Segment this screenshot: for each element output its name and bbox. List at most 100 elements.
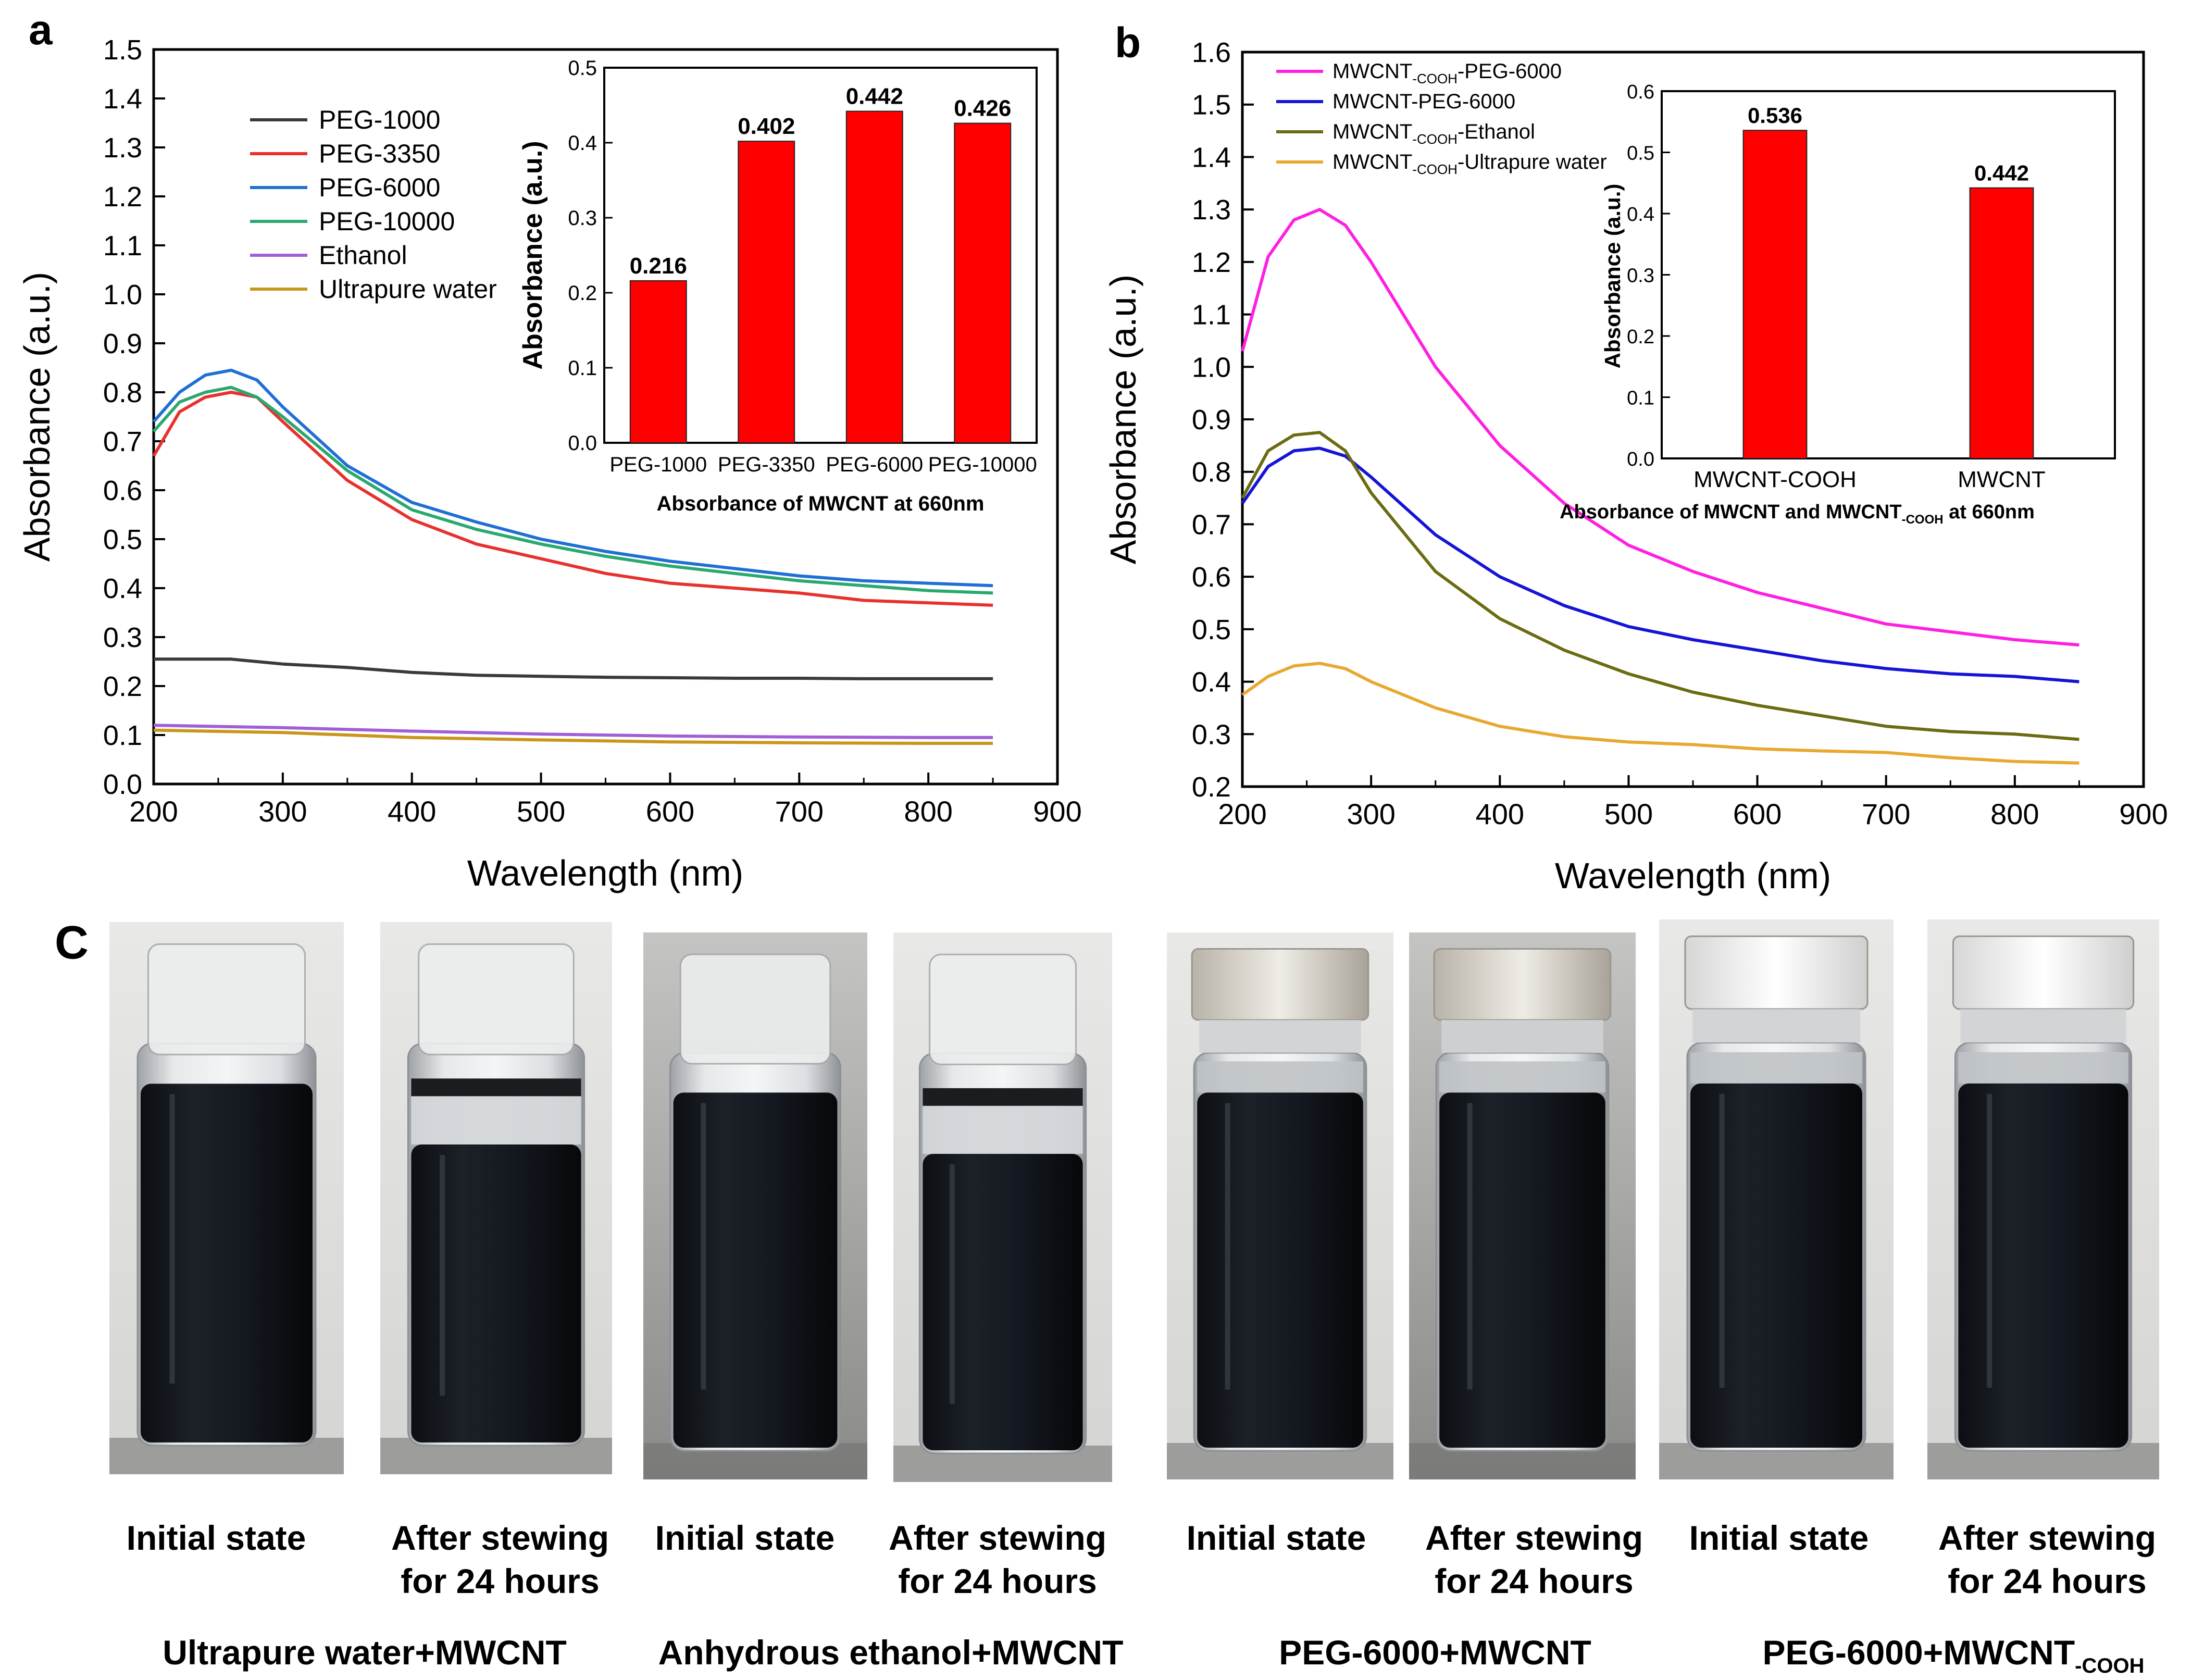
panel-b-inset-y-tick-label: 0.1 [1627,388,1654,409]
group-label: Anhydrous ethanol+MWCNT [658,1633,1124,1672]
vial-liquid [1197,1092,1363,1448]
legend-entry: PEG-10000 [319,207,455,236]
panel-a-y-tick-label: 0.2 [103,671,142,702]
panel-b-series-line [1241,208,2079,647]
panel-b-inset-y-tick-label: 0.3 [1627,265,1654,287]
vial-meniscus [923,1088,1083,1106]
vial-highlight [1225,1103,1230,1390]
panel-b-series-line [1241,662,2079,765]
vial-caption-line-1: After stewing [1938,1519,2156,1557]
panel-b-x-axis-label: Wavelength (nm) [1555,855,1831,896]
panel-a-inset-y-tick-label: 0.1 [568,357,597,380]
panel-b-inset-y-tick-label: 0.6 [1627,81,1654,103]
vial-photo [1659,919,1894,1479]
panel-a-x-tick-label: 400 [388,795,436,828]
vial-highlight [440,1154,445,1396]
group-label-text: Ultrapure water+MWCNT [163,1633,567,1672]
panel-a-y-tick-label: 0.5 [103,524,142,555]
legend-entry-name: MWCNT-PEG-6000 [1332,90,1515,113]
vial-clear-supernatant [923,1105,1083,1154]
panel-b-series [1241,208,2079,765]
panel-a-inset-category-label: PEG-3350 [718,453,815,476]
panel-a-series-line [152,391,993,607]
panel-c-group-labels: Ultrapure water+MWCNT Anhydrous ethanol+M… [163,1633,2144,1677]
panel-a-y-tick-label: 0.0 [103,769,142,800]
vial-liquid [1690,1083,1862,1448]
panel-a-x-tick-label: 500 [517,795,565,828]
panel-a-inset-category-label: PEG-6000 [826,453,923,476]
panel-b-y-tick-label: 0.3 [1192,719,1231,750]
panel-c-label: C [55,917,89,969]
panel-a-series-line [152,385,993,595]
vial-neck [1441,1020,1603,1053]
panel-b-y-tick-label: 0.2 [1192,771,1231,803]
panel-a-inset-value-label: 0.426 [954,96,1011,121]
vial-caption-line-1: After stewing [889,1519,1106,1557]
vial-liquid [1958,1083,2128,1448]
group-label-text: PEG-6000+MWCNT [1763,1633,2075,1672]
vial-highlight [169,1094,175,1384]
vial-headspace [1958,1052,2128,1084]
vial-caption-line-1: Initial state [655,1519,835,1557]
legend-entry-name: MWCNT [1332,120,1412,143]
vial-neck [1199,1020,1361,1053]
panel-a-series-line [152,368,993,588]
panel-b-inset-value-label: 0.536 [1748,103,1802,128]
panel-b-y-tick-label: 0.4 [1192,667,1231,698]
group-label: Ultrapure water+MWCNT [163,1633,567,1672]
vial-neck [418,943,575,1055]
panel-b-inset-x-label: Absorbance of MWCNT and MWCNT-COOH at 66… [1560,501,2035,527]
panel-b-y-tick-label: 0.8 [1192,457,1231,488]
panel-a-inset-y-tick-label: 0.5 [568,57,597,80]
panel-b-inset: 0.0 0.1 0.2 0.3 0.4 0.5 0.6 MWCNT-COOH MWCNT 0.5… [1560,81,2116,527]
legend-entry-subscript: -COOH [1412,131,1458,147]
legend-entry-suffix: -PEG-6000 [1458,60,1562,83]
panel-b-x-ticks: 200 300 400 500 600 700 800 900 [1218,775,2168,830]
panel-a-series-line [153,728,993,745]
legend-entry-suffix: -Ethanol [1458,120,1535,143]
panel-a-x-tick-label: 200 [129,795,178,828]
vial-photo [109,922,344,1474]
panel-a-x-tick-label: 600 [646,795,694,828]
panel-a-series-line [154,657,993,680]
group-label-subscript: -COOH [2075,1654,2144,1677]
panel-a-inset-x-label: Absorbance of MWCNT at 660nm [657,492,985,515]
panel-b-y-tick-label: 1.0 [1192,352,1231,383]
legend-entry: MWCNT-COOH-Ethanol [1332,120,1535,147]
panel-a-y-tick-label: 0.4 [103,573,142,604]
panel-a-inset-value-label: 0.402 [738,114,795,139]
legend-entry: PEG-1000 [319,105,440,134]
panel-b-inset-y-tick-label: 0.5 [1627,143,1654,165]
panel-b-y-axis-label: Absorbance (a.u.) [1103,275,1143,564]
panel-b-legend: MWCNT-COOH-PEG-6000MWCNT-PEG-6000MWCNT-C… [1276,60,1607,177]
legend-entry: MWCNT-COOH-Ultrapure water [1332,151,1607,177]
vial-caption-line-1: Initial state [1689,1519,1869,1557]
vial-photo [380,922,612,1474]
vial-caption-line-1: Initial state [127,1519,306,1557]
panel-a-inset-y-tick-label: 0.3 [568,207,597,230]
vial-highlight [1719,1093,1725,1388]
panel-a-y-tick-label: 0.6 [103,475,142,506]
panel-b-x-tick-label: 500 [1604,798,1653,830]
panel-b-inset-category-label: MWCNT [1958,467,2046,492]
panel-b-y-tick-label: 1.3 [1192,194,1231,226]
vial-neck [1692,1009,1860,1043]
panel-a-inset-bar [629,280,687,444]
vial-highlight [949,1164,955,1404]
vial-highlight [1987,1093,1992,1388]
vial-caption-line-2: for 24 hours [401,1562,599,1600]
vial-headspace [1439,1061,1605,1093]
vial-headspace [1690,1052,1862,1084]
panel-a-y-tick-label: 1.0 [103,279,142,310]
panel-a-x-ticks: 200 300 400 500 600 700 800 900 [129,773,1082,828]
panel-a-inset-y-label: Absorbance (a.u.) [518,141,548,369]
panel-a-y-tick-label: 0.7 [103,426,142,457]
legend-entry-subscript: -COOH [1412,161,1458,177]
vial-photo [893,932,1112,1482]
panel-a-series [152,368,993,745]
panel-b-inset-y-label: Absorbance (a.u.) [1600,184,1625,369]
vial-cap [1952,935,2135,1010]
panel-b-x-tick-label: 200 [1218,798,1266,830]
panel-a-y-tick-label: 1.4 [103,83,142,115]
legend-entry: MWCNT-PEG-6000 [1332,90,1515,113]
